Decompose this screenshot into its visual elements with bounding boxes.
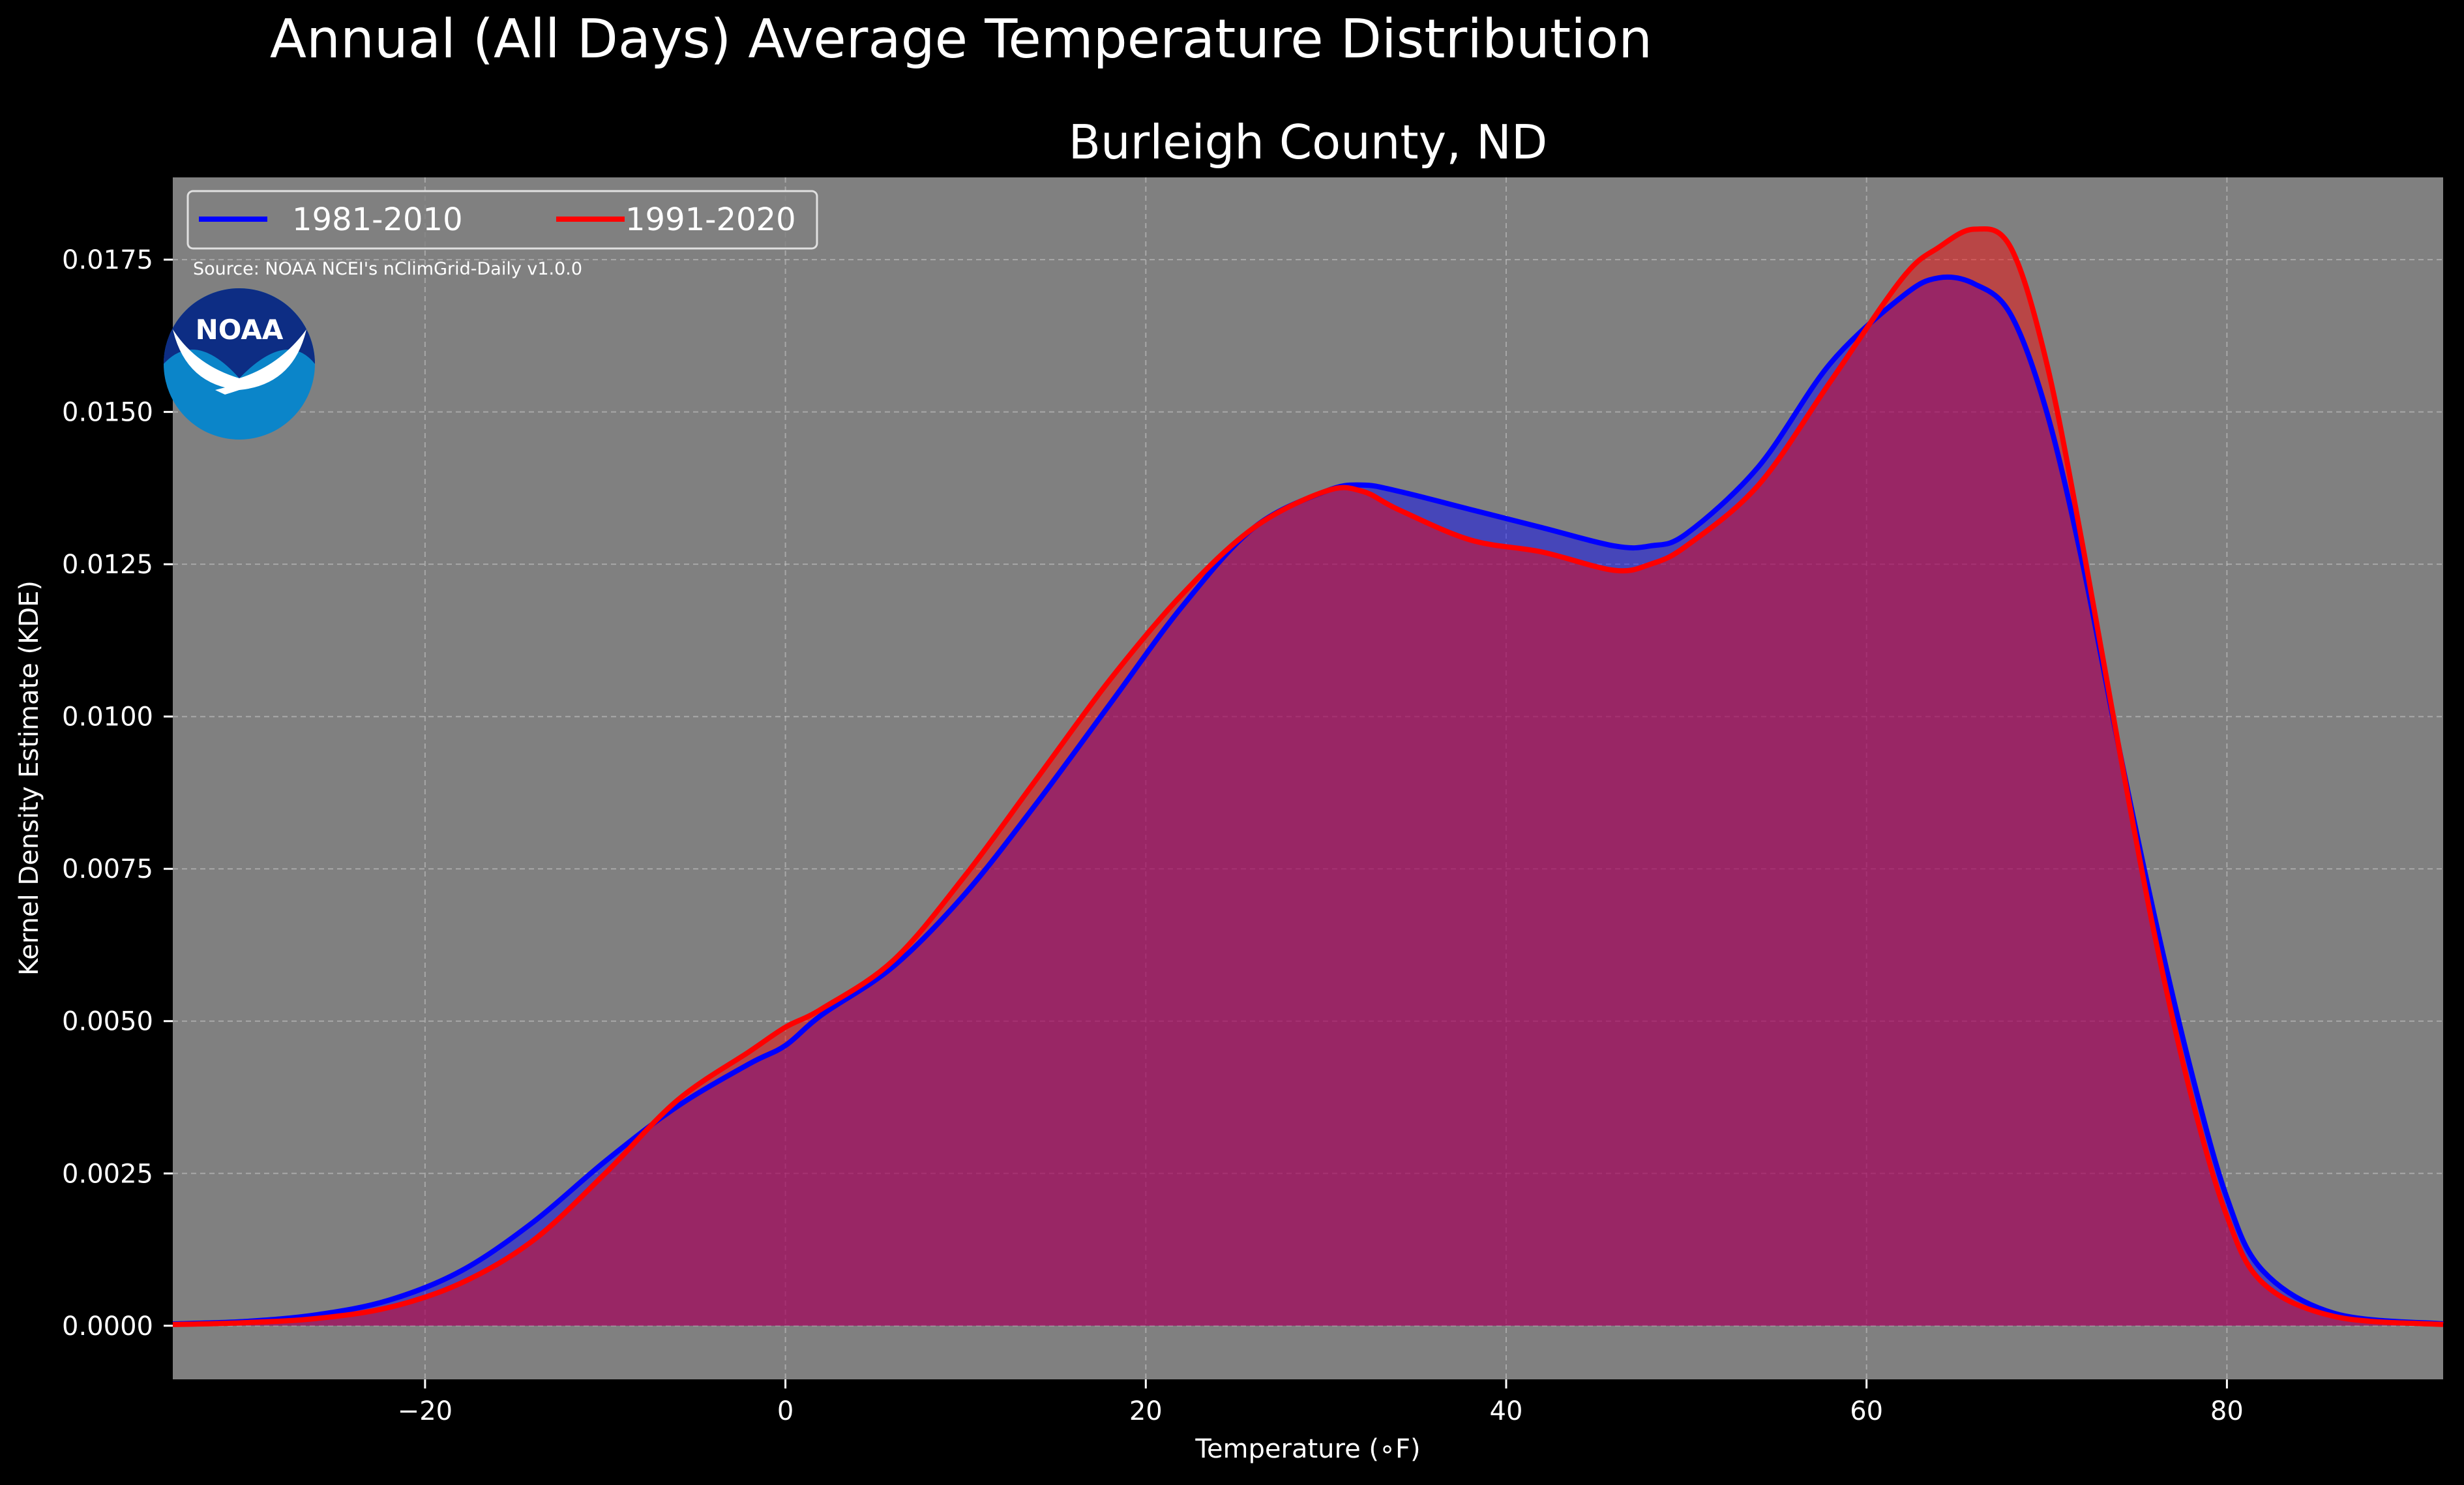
y-tick-label: 0.0100 [62, 702, 153, 732]
grid-lines [173, 177, 2443, 1379]
y-tick-label: 0.0000 [62, 1312, 153, 1342]
legend-label-1991-2020: 1991-2020 [625, 202, 796, 238]
density-line-1991-2020 [172, 226, 2444, 1327]
chart-suptitle: Annual (All Days) Average Temperature Di… [270, 8, 1652, 70]
y-axis-ticks: 0.0000 0.0025 0.0050 0.0075 0.0100 0.0125 0.01… [62, 245, 173, 1342]
x-tick-label: 60 [1850, 1396, 1883, 1426]
x-tick-label: −20 [398, 1396, 453, 1426]
legend-frame [186, 190, 818, 250]
svg-text:NOAA: NOAA [196, 314, 284, 346]
legend: 1981-2010 1991-2020 [186, 190, 818, 250]
density-fill-1991-2020 [173, 228, 2443, 1326]
source-note: Source: NOAA NCEI's nClimGrid-Daily v1.0… [193, 259, 582, 279]
chart-title: Burleigh County, ND [1069, 115, 1548, 170]
y-tick-label: 0.0150 [62, 398, 153, 428]
x-tick-label: 20 [1129, 1396, 1163, 1426]
y-axis-label: Kernel Density Estimate (KDE) [14, 580, 44, 976]
x-tick-label: 80 [2210, 1396, 2244, 1426]
density-fill-1981-2010 [173, 277, 2443, 1326]
y-tick-label: 0.0175 [62, 245, 153, 275]
y-tick-label: 0.0050 [62, 1007, 153, 1037]
x-axis-ticks: −20 0 20 40 60 80 [398, 1379, 2244, 1426]
x-tick-label: 0 [777, 1396, 794, 1426]
density-fills [173, 228, 2443, 1326]
y-tick-label: 0.0075 [62, 854, 153, 884]
y-tick-label: 0.0125 [62, 550, 153, 580]
x-tick-label: 40 [1490, 1396, 1523, 1426]
legend-label-1981-2010: 1981-2010 [292, 202, 463, 238]
plot-area [173, 177, 2443, 1379]
noaa-logo: NOAA [164, 288, 315, 440]
density-lines [172, 226, 2444, 1327]
x-axis-label: Temperature (∘F) [1195, 1434, 1420, 1464]
y-tick-label: 0.0025 [62, 1159, 153, 1189]
